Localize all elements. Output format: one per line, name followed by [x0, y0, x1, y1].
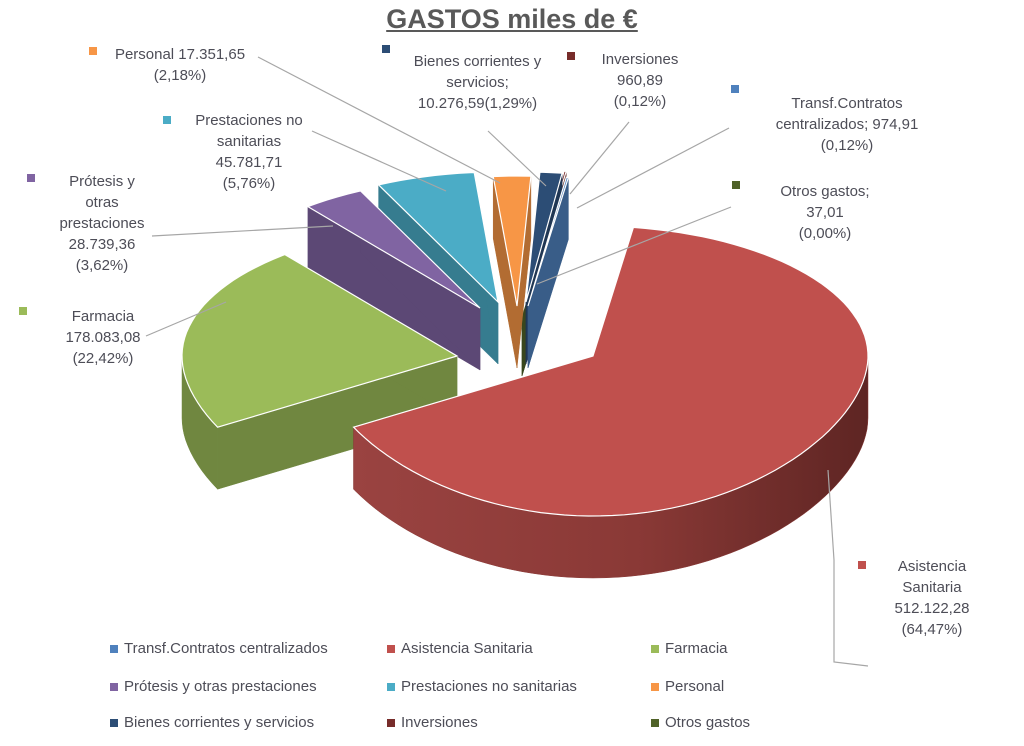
- callout-line: servicios;: [446, 74, 509, 91]
- legend-row: Bienes corrientes y servicios Inversiones…: [0, 714, 1024, 736]
- legend-item-label: Inversiones: [401, 714, 478, 731]
- leader-line-prestaciones: [311, 130, 447, 192]
- legend-marker-square: [387, 645, 395, 653]
- callout-asistencia: Asistencia Sanitaria 512.122,28 (64,47%): [868, 556, 996, 640]
- callout-marker-transf: [731, 85, 739, 93]
- pie-slice-farmacia: [181, 253, 459, 428]
- legend-marker-square: [651, 719, 659, 727]
- callout-line: 512.122,28: [894, 600, 970, 617]
- callout-inversiones: Inversiones 960,89 (0,12%): [585, 49, 695, 112]
- pie-slice-bienes-corrientes-y-servicios: [525, 171, 563, 303]
- callout-line: 45.781,71: [215, 154, 283, 171]
- callout-line: otras: [85, 194, 119, 211]
- callout-line: (22,42%): [72, 350, 134, 367]
- legend-item-inversiones: Inversiones: [387, 714, 478, 732]
- pie-slice-personal: [492, 175, 532, 307]
- legend-item-bienes-corrientes-y-servicios: Bienes corrientes y servicios: [110, 714, 314, 732]
- callout-line: Inversiones: [601, 51, 679, 68]
- callout-line: Asistencia: [897, 558, 967, 575]
- pie-slice-prestaciones-no-sanitarias: [377, 171, 499, 304]
- callout-prestaciones: Prestaciones no sanitarias 45.781,71 (5,76%…: [168, 110, 330, 194]
- legend-marker-square: [110, 719, 118, 727]
- pie-slice-transf-contratos-centralizados: [527, 176, 570, 307]
- callout-line: 37,01: [806, 204, 844, 221]
- callout-farmacia: Farmacia 178.083,08 (22,42%): [33, 306, 173, 369]
- callout-line: (3,62%): [75, 257, 129, 274]
- callout-line: Sanitaria: [902, 579, 962, 596]
- legend-item-label: Prestaciones no sanitarias: [401, 678, 577, 695]
- callout-line: (64,47%): [901, 621, 963, 638]
- callout-line: 28.739,36: [68, 236, 136, 253]
- callout-line: (0,12%): [613, 93, 667, 110]
- callout-line: Otros gastos;: [780, 183, 870, 200]
- leader-line-protesis: [151, 225, 334, 237]
- legend-item-farmacia: Farmacia: [651, 640, 728, 658]
- callout-transf: Transf.Contratos centralizados; 974,91 (0,…: [752, 93, 942, 156]
- callout-line: centralizados; 974,91: [775, 116, 919, 133]
- callout-line: prestaciones: [59, 215, 145, 232]
- legend-item-otros-gastos: Otros gastos: [651, 714, 750, 732]
- leader-line-otros: [536, 206, 732, 285]
- legend-marker-square: [651, 645, 659, 653]
- legend-item-prestaciones-no-sanitarias: Prestaciones no sanitarias: [387, 678, 577, 696]
- callout-personal: Personal 17.351,65 (2,18%): [100, 44, 260, 86]
- callout-marker-personal: [89, 47, 97, 55]
- pie-slices-group: [181, 170, 869, 579]
- legend-marker-square: [110, 645, 118, 653]
- callout-line: 178.083,08: [65, 329, 141, 346]
- callout-line: Prestaciones no: [195, 112, 303, 129]
- leader-line-farmacia: [145, 301, 227, 337]
- callout-line: 960,89: [617, 72, 663, 89]
- pie-slice-asistencia-sanitaria: [352, 226, 869, 517]
- legend-item-label: Otros gastos: [665, 714, 751, 731]
- callout-marker-protesis: [27, 174, 35, 182]
- callout-line: Bienes corrientes y: [413, 53, 542, 70]
- legend-item-label: Transf.Contratos centralizados: [124, 640, 328, 657]
- legend-row: Transf.Contratos centralizados Asistencia…: [0, 640, 1024, 662]
- callout-line: 10.276,59(1,29%): [417, 95, 538, 112]
- callout-protesis: Prótesis y otras prestaciones 28.739,36 (3,6…: [38, 171, 166, 276]
- callout-otros: Otros gastos; 37,01 (0,00%): [755, 181, 895, 244]
- callout-line: Personal 17.351,65: [114, 46, 246, 63]
- callout-line: (5,76%): [222, 175, 276, 192]
- callout-marker-asistencia: [858, 561, 866, 569]
- callout-bienes: Bienes corrientes y servicios; 10.276,59(1…: [395, 51, 560, 114]
- callout-line: Transf.Contratos: [791, 95, 903, 112]
- callout-line: (0,12%): [820, 137, 874, 154]
- legend-item-label: Asistencia Sanitaria: [401, 640, 533, 657]
- legend-marker-square: [387, 683, 395, 691]
- legend-marker-square: [651, 683, 659, 691]
- callout-marker-bienes: [382, 45, 390, 53]
- callout-line: (2,18%): [153, 67, 207, 84]
- leader-line-inversiones: [569, 121, 630, 195]
- legend-item-label: Bienes corrientes y servicios: [124, 714, 315, 731]
- legend-item-asistencia-sanitaria: Asistencia Sanitaria: [387, 640, 533, 658]
- legend-marker-square: [387, 719, 395, 727]
- leader-line-bienes: [487, 130, 547, 187]
- legend-item-personal: Personal: [651, 678, 724, 696]
- callout-line: Prótesis y: [69, 173, 135, 190]
- callout-marker-inversiones: [567, 52, 575, 60]
- callout-line: sanitarias: [216, 133, 282, 150]
- legend-item-pr-tesis-y-otras-prestaciones: Prótesis y otras prestaciones: [110, 678, 317, 696]
- callout-line: (0,00%): [798, 225, 852, 242]
- leader-line-transf: [576, 127, 730, 209]
- legend-item-label: Farmacia: [665, 640, 728, 657]
- leader-line-asistencia: [827, 469, 869, 667]
- pie-slice-pr-tesis-y-otras-prestaciones: [306, 190, 481, 309]
- callout-marker-farmacia: [19, 307, 27, 315]
- legend-item-label: Prótesis y otras prestaciones: [124, 678, 317, 695]
- legend-item-label: Personal: [665, 678, 725, 695]
- chart-title: GASTOS miles de €: [386, 4, 638, 34]
- callout-marker-prestaciones: [163, 116, 171, 124]
- callout-marker-otros: [732, 181, 740, 189]
- legend-item-transf-contratos-centralizados: Transf.Contratos centralizados: [110, 640, 328, 658]
- leader-line-personal: [257, 56, 501, 184]
- leader-lines-group: [145, 56, 869, 667]
- legend-row: Prótesis y otras prestaciones Prestacione…: [0, 678, 1024, 700]
- callout-line: Farmacia: [71, 308, 135, 325]
- legend-marker-square: [110, 683, 118, 691]
